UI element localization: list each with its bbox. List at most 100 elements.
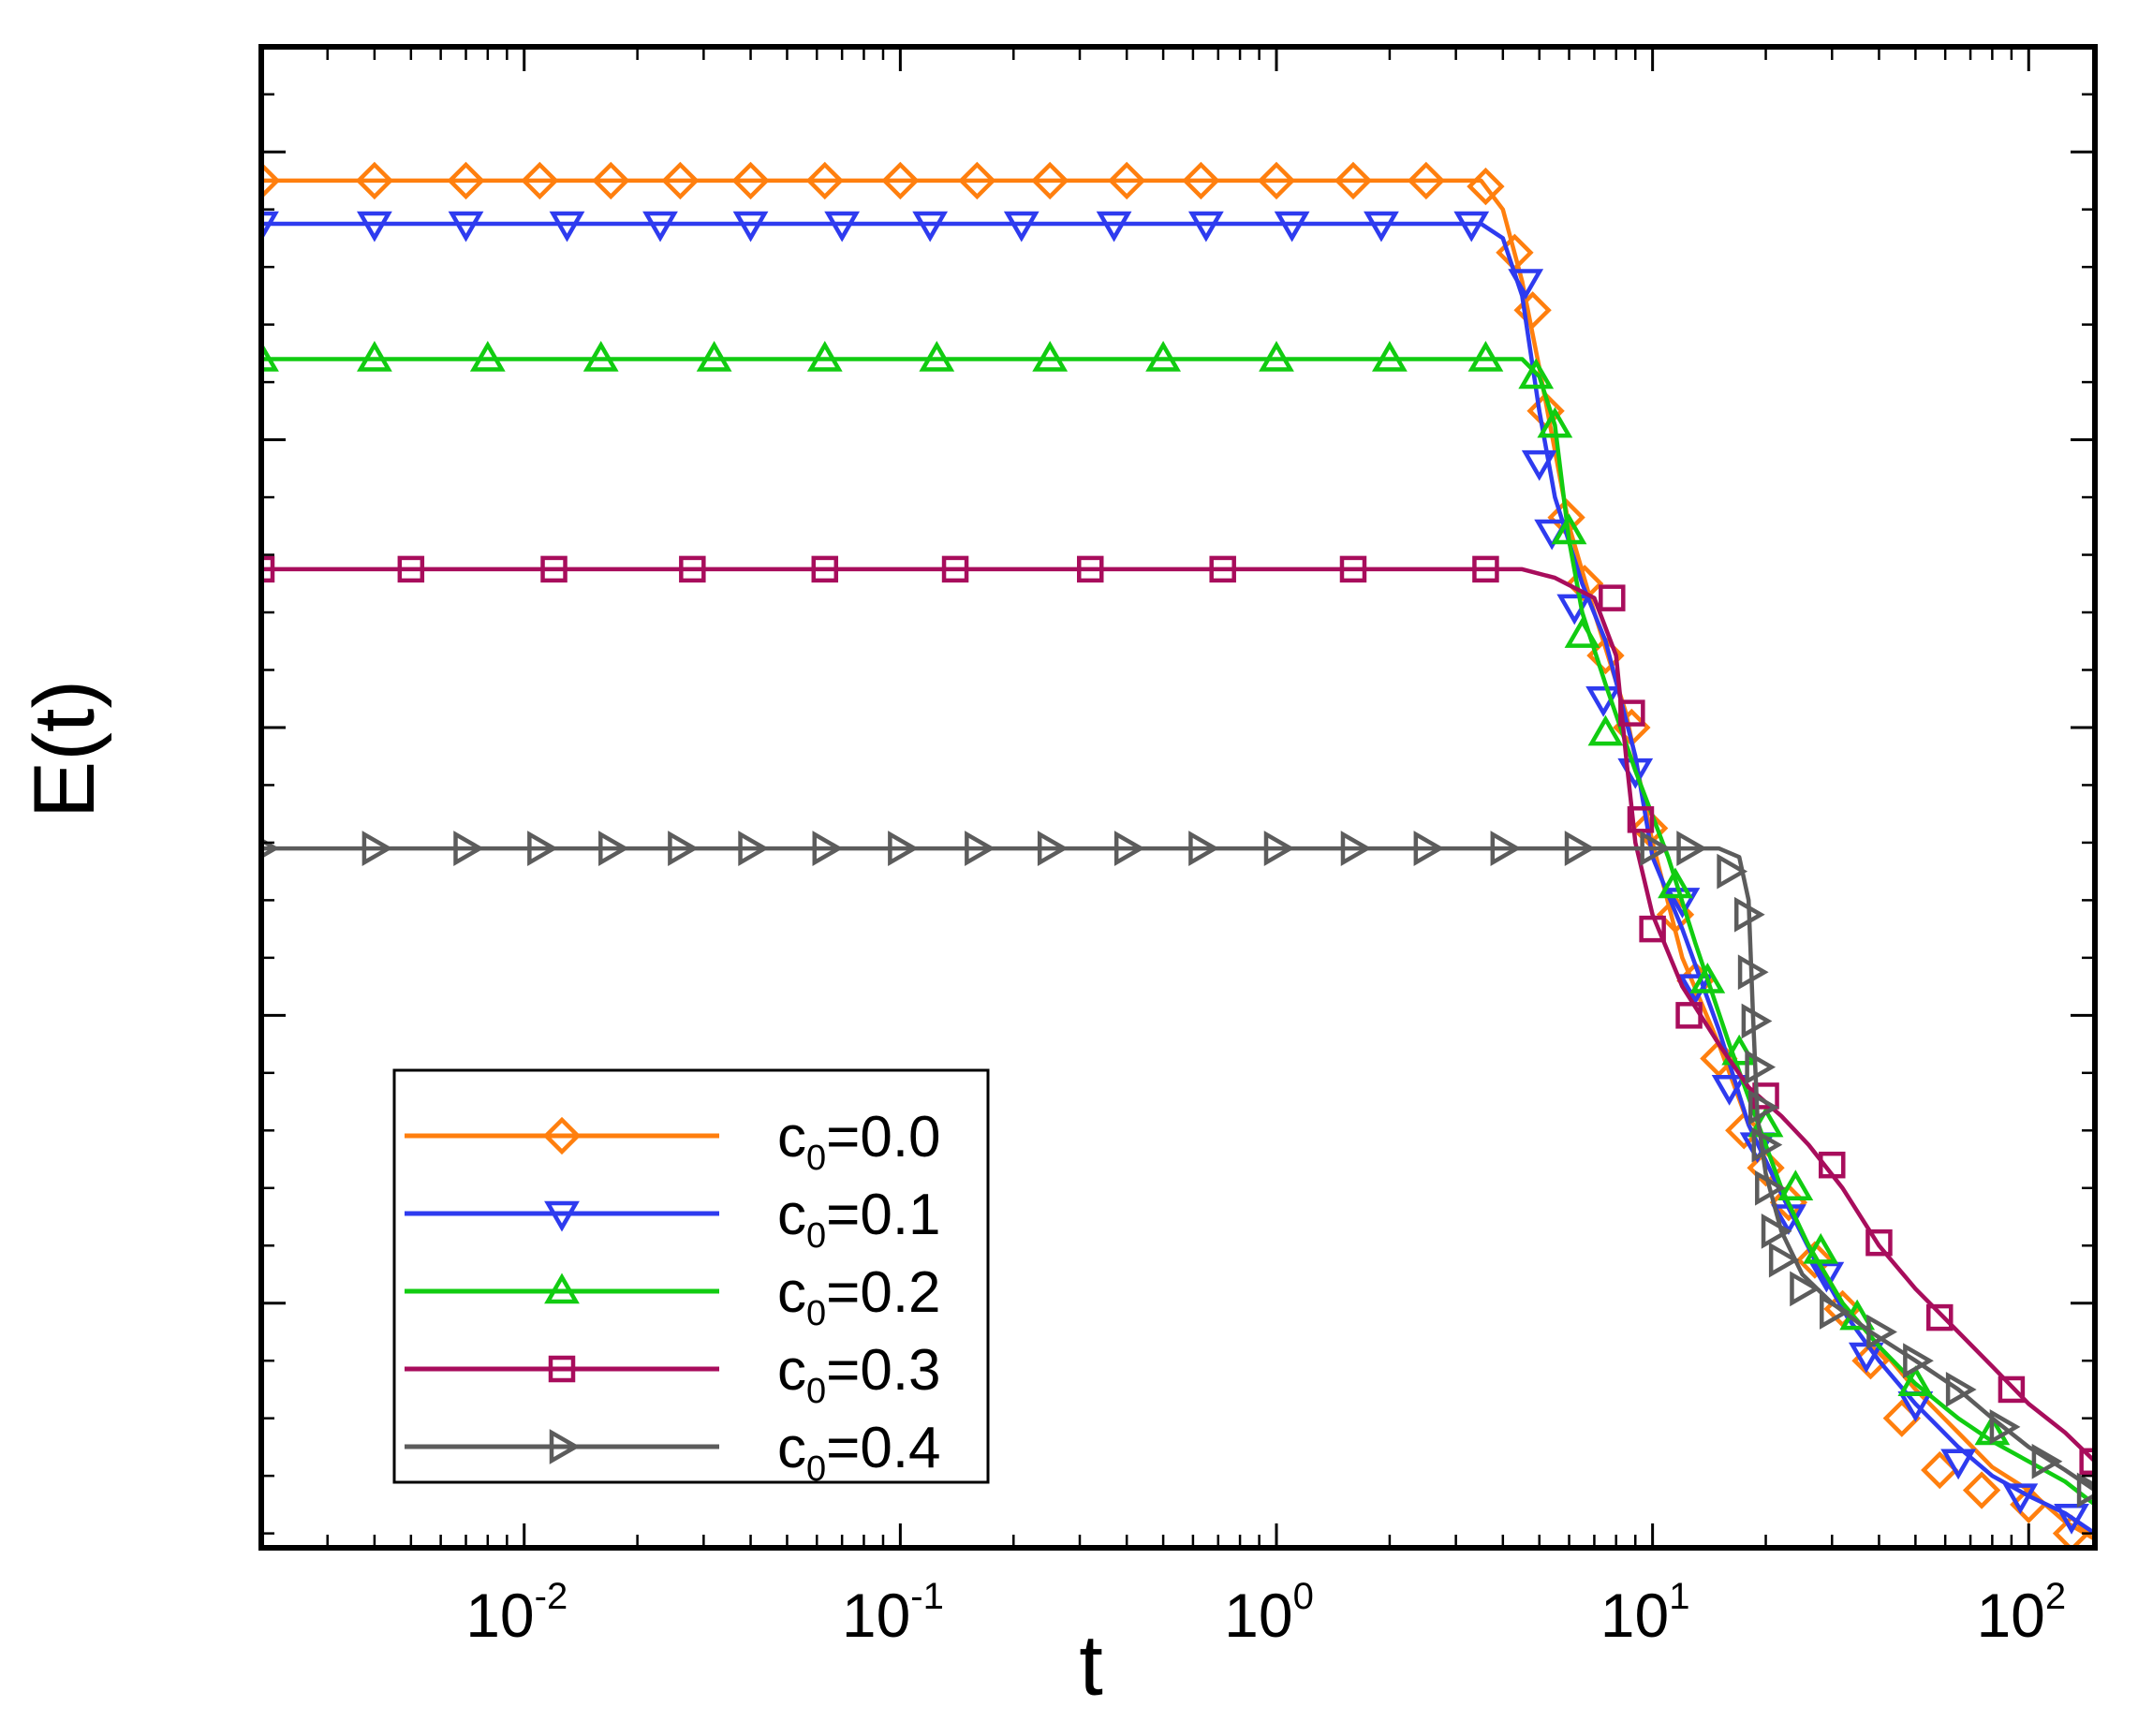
data-point (1472, 555, 1499, 583)
data-point (1689, 962, 1726, 993)
data-point (1897, 1365, 1934, 1397)
data-point (453, 831, 485, 866)
data-point (1711, 1074, 1747, 1106)
legend-label-subscript: 0 (806, 1372, 826, 1411)
legend-swatch-marker (544, 1273, 580, 1304)
data-point (1903, 1343, 1934, 1379)
data-point (1508, 269, 1544, 301)
data-point (1537, 406, 1573, 438)
x-tick-exponent: 0 (1293, 1576, 1314, 1617)
data-point (1340, 831, 1372, 866)
plot-frame (258, 44, 2098, 1551)
data-point (447, 161, 485, 200)
legend-label-name: c (777, 1183, 806, 1247)
legend-label-name: c (777, 1105, 806, 1170)
x-tick-label: 101 (1600, 1576, 1690, 1650)
data-point (1467, 341, 1504, 372)
x-tick-base: 10 (1976, 1581, 2044, 1650)
legend-label: c0=0.2 (777, 1260, 941, 1333)
data-point (1618, 699, 1645, 727)
legend-label: c0=0.4 (777, 1416, 941, 1489)
data-point (1639, 915, 1666, 943)
data-point (806, 341, 843, 372)
legend-label-value: =0.3 (826, 1338, 940, 1403)
data-point (1259, 341, 1294, 372)
data-point (1364, 211, 1399, 243)
data-point (732, 211, 769, 243)
data-point (1658, 867, 1693, 899)
x-tick-label: 10-1 (842, 1576, 944, 1650)
data-point (888, 831, 919, 866)
data-point (696, 341, 732, 372)
legend-label-subscript: 0 (806, 1294, 826, 1333)
data-point (679, 555, 706, 583)
data-point (261, 555, 275, 583)
x-tick-base: 10 (465, 1581, 534, 1650)
data-point (357, 211, 392, 243)
data-point (1077, 555, 1104, 583)
data-point (1747, 1089, 1779, 1125)
data-point (1747, 1149, 1785, 1187)
x-tick-label: 100 (1224, 1576, 1314, 1650)
legend-label: c0=0.0 (777, 1105, 941, 1178)
data-point (1803, 1232, 1839, 1264)
y-axis-title: E(t) (17, 680, 112, 818)
data-point (1521, 449, 1557, 481)
legend-swatch-marker (544, 1200, 580, 1232)
data-point (1741, 1003, 1773, 1039)
data-point (881, 161, 920, 200)
data-point (1768, 1242, 1800, 1278)
data-point (361, 831, 393, 866)
data-point (582, 341, 619, 372)
x-axis-title: t (1079, 1618, 1103, 1714)
data-point (1962, 1471, 2001, 1509)
data-point (549, 211, 585, 243)
data-point (1003, 211, 1040, 243)
data-point (261, 211, 279, 243)
data-point (912, 211, 949, 243)
data-point (1676, 831, 1708, 866)
data-point (1761, 1213, 1792, 1249)
data-point (1795, 1241, 1835, 1279)
legend-swatch-marker (549, 1429, 581, 1464)
legend-swatch-marker (542, 1116, 582, 1155)
series-3 (261, 555, 2095, 1476)
data-point (1032, 341, 1069, 372)
data-point (1790, 1271, 1821, 1307)
data-point (1339, 555, 1367, 583)
data-point (1209, 555, 1236, 583)
data-point (1257, 161, 1296, 200)
data-point (2076, 1472, 2095, 1508)
series-line (261, 846, 2095, 1493)
data-point (1107, 161, 1146, 200)
data-point (1717, 853, 1748, 890)
series-layer (261, 161, 2095, 1548)
x-tick-label: 10-2 (465, 1576, 568, 1650)
data-point (642, 211, 678, 243)
data-point (397, 555, 425, 583)
data-point (1677, 974, 1714, 1006)
data-point (1998, 1376, 2026, 1404)
legend: c0=0.0c0=0.1c0=0.2c0=0.3c0=0.4 (392, 1068, 990, 1489)
x-tick-exponent: 2 (2045, 1576, 2066, 1617)
data-point (1187, 211, 1224, 243)
x-tick-base: 10 (1224, 1581, 1292, 1650)
data-point (1866, 1314, 1897, 1350)
data-point (448, 211, 484, 243)
data-point (1819, 1151, 1846, 1179)
legend-label-name: c (777, 1260, 806, 1325)
data-point (1755, 1170, 1786, 1206)
legend-label-subscript: 0 (806, 1139, 826, 1178)
data-point (1733, 896, 1765, 933)
data-point (1640, 831, 1672, 866)
data-point (1096, 211, 1132, 243)
data-point (731, 161, 770, 200)
data-point (1372, 341, 1408, 372)
x-tick-base: 10 (1600, 1581, 1669, 1650)
data-point (1848, 1342, 1884, 1374)
data-point (1467, 167, 1505, 206)
x-tick-label: 102 (1976, 1576, 2066, 1650)
data-point (1564, 831, 1596, 866)
data-point (1564, 617, 1600, 648)
